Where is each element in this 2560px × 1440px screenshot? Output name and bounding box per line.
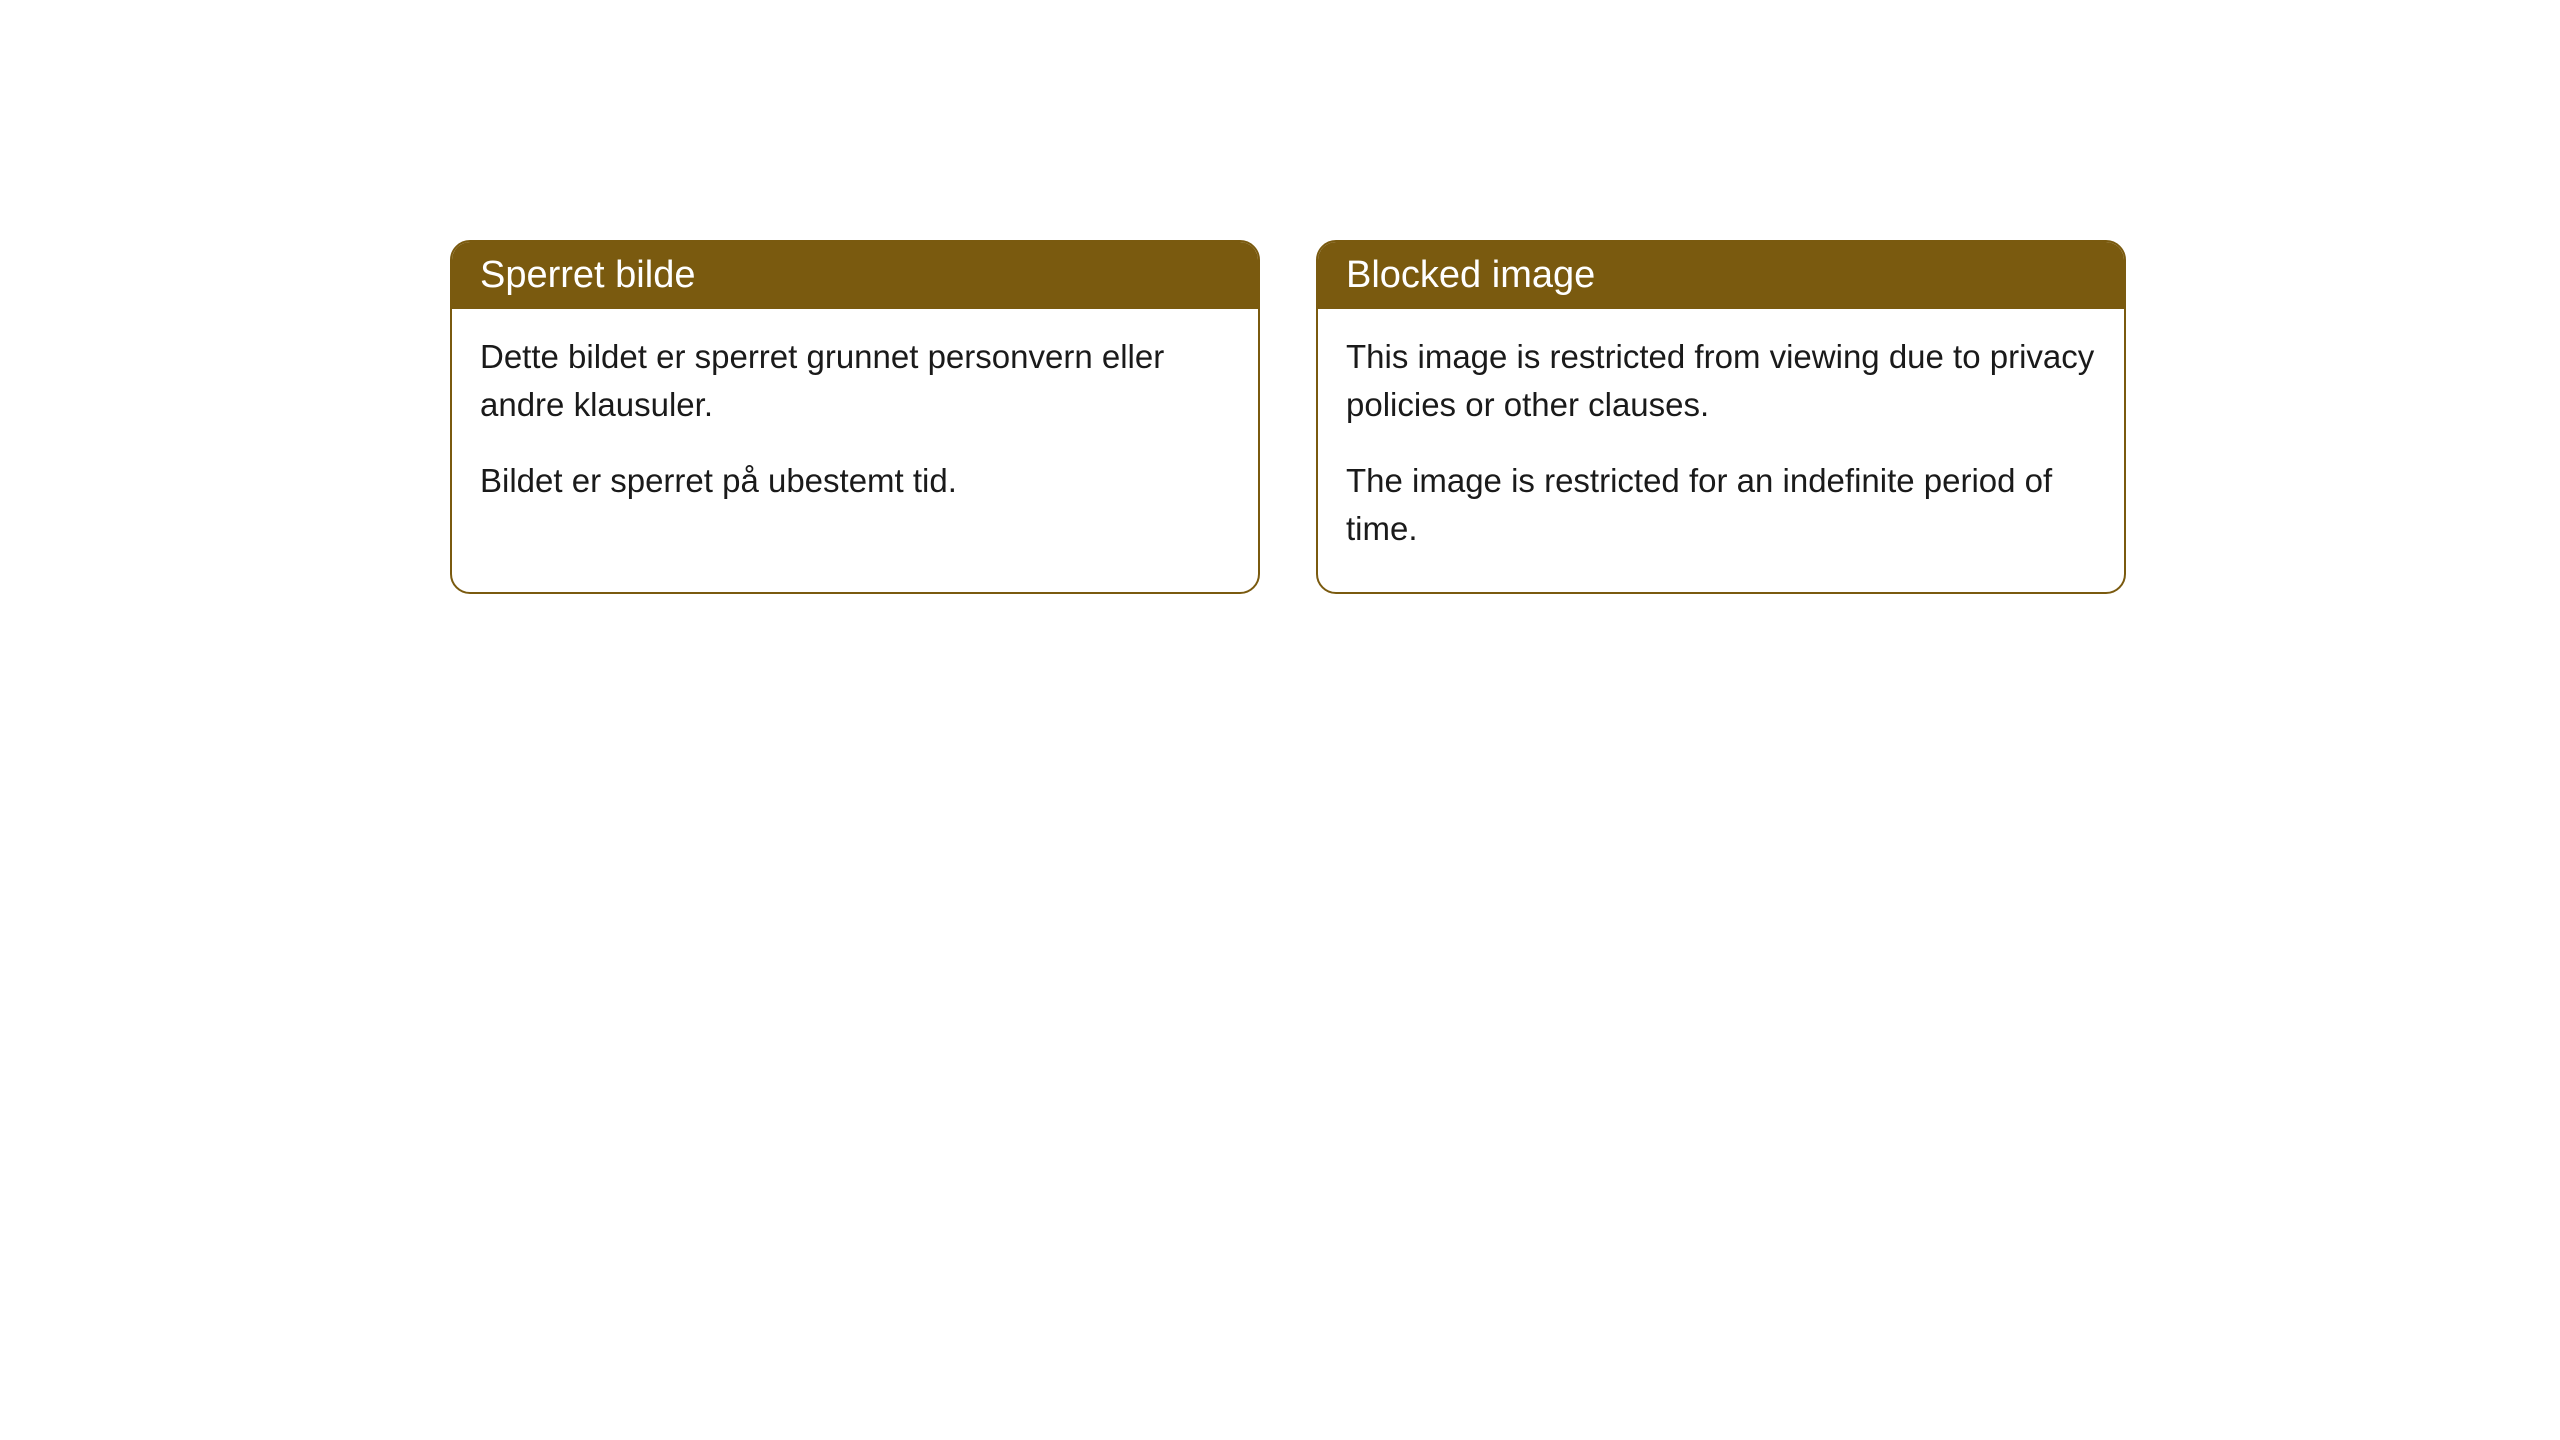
card-body: Dette bildet er sperret grunnet personve… <box>452 309 1258 545</box>
card-title: Blocked image <box>1346 254 1595 296</box>
card-paragraph: The image is restricted for an indefinit… <box>1346 457 2096 553</box>
card-paragraph: Bildet er sperret på ubestemt tid. <box>480 457 1230 505</box>
card-paragraph: This image is restricted from viewing du… <box>1346 333 2096 429</box>
notice-card-english: Blocked image This image is restricted f… <box>1316 240 2126 594</box>
card-paragraph: Dette bildet er sperret grunnet personve… <box>480 333 1230 429</box>
card-title: Sperret bilde <box>480 254 695 296</box>
card-header: Sperret bilde <box>452 242 1258 309</box>
notice-card-norwegian: Sperret bilde Dette bildet er sperret gr… <box>450 240 1260 594</box>
notice-cards-container: Sperret bilde Dette bildet er sperret gr… <box>450 240 2126 594</box>
card-header: Blocked image <box>1318 242 2124 309</box>
card-body: This image is restricted from viewing du… <box>1318 309 2124 592</box>
